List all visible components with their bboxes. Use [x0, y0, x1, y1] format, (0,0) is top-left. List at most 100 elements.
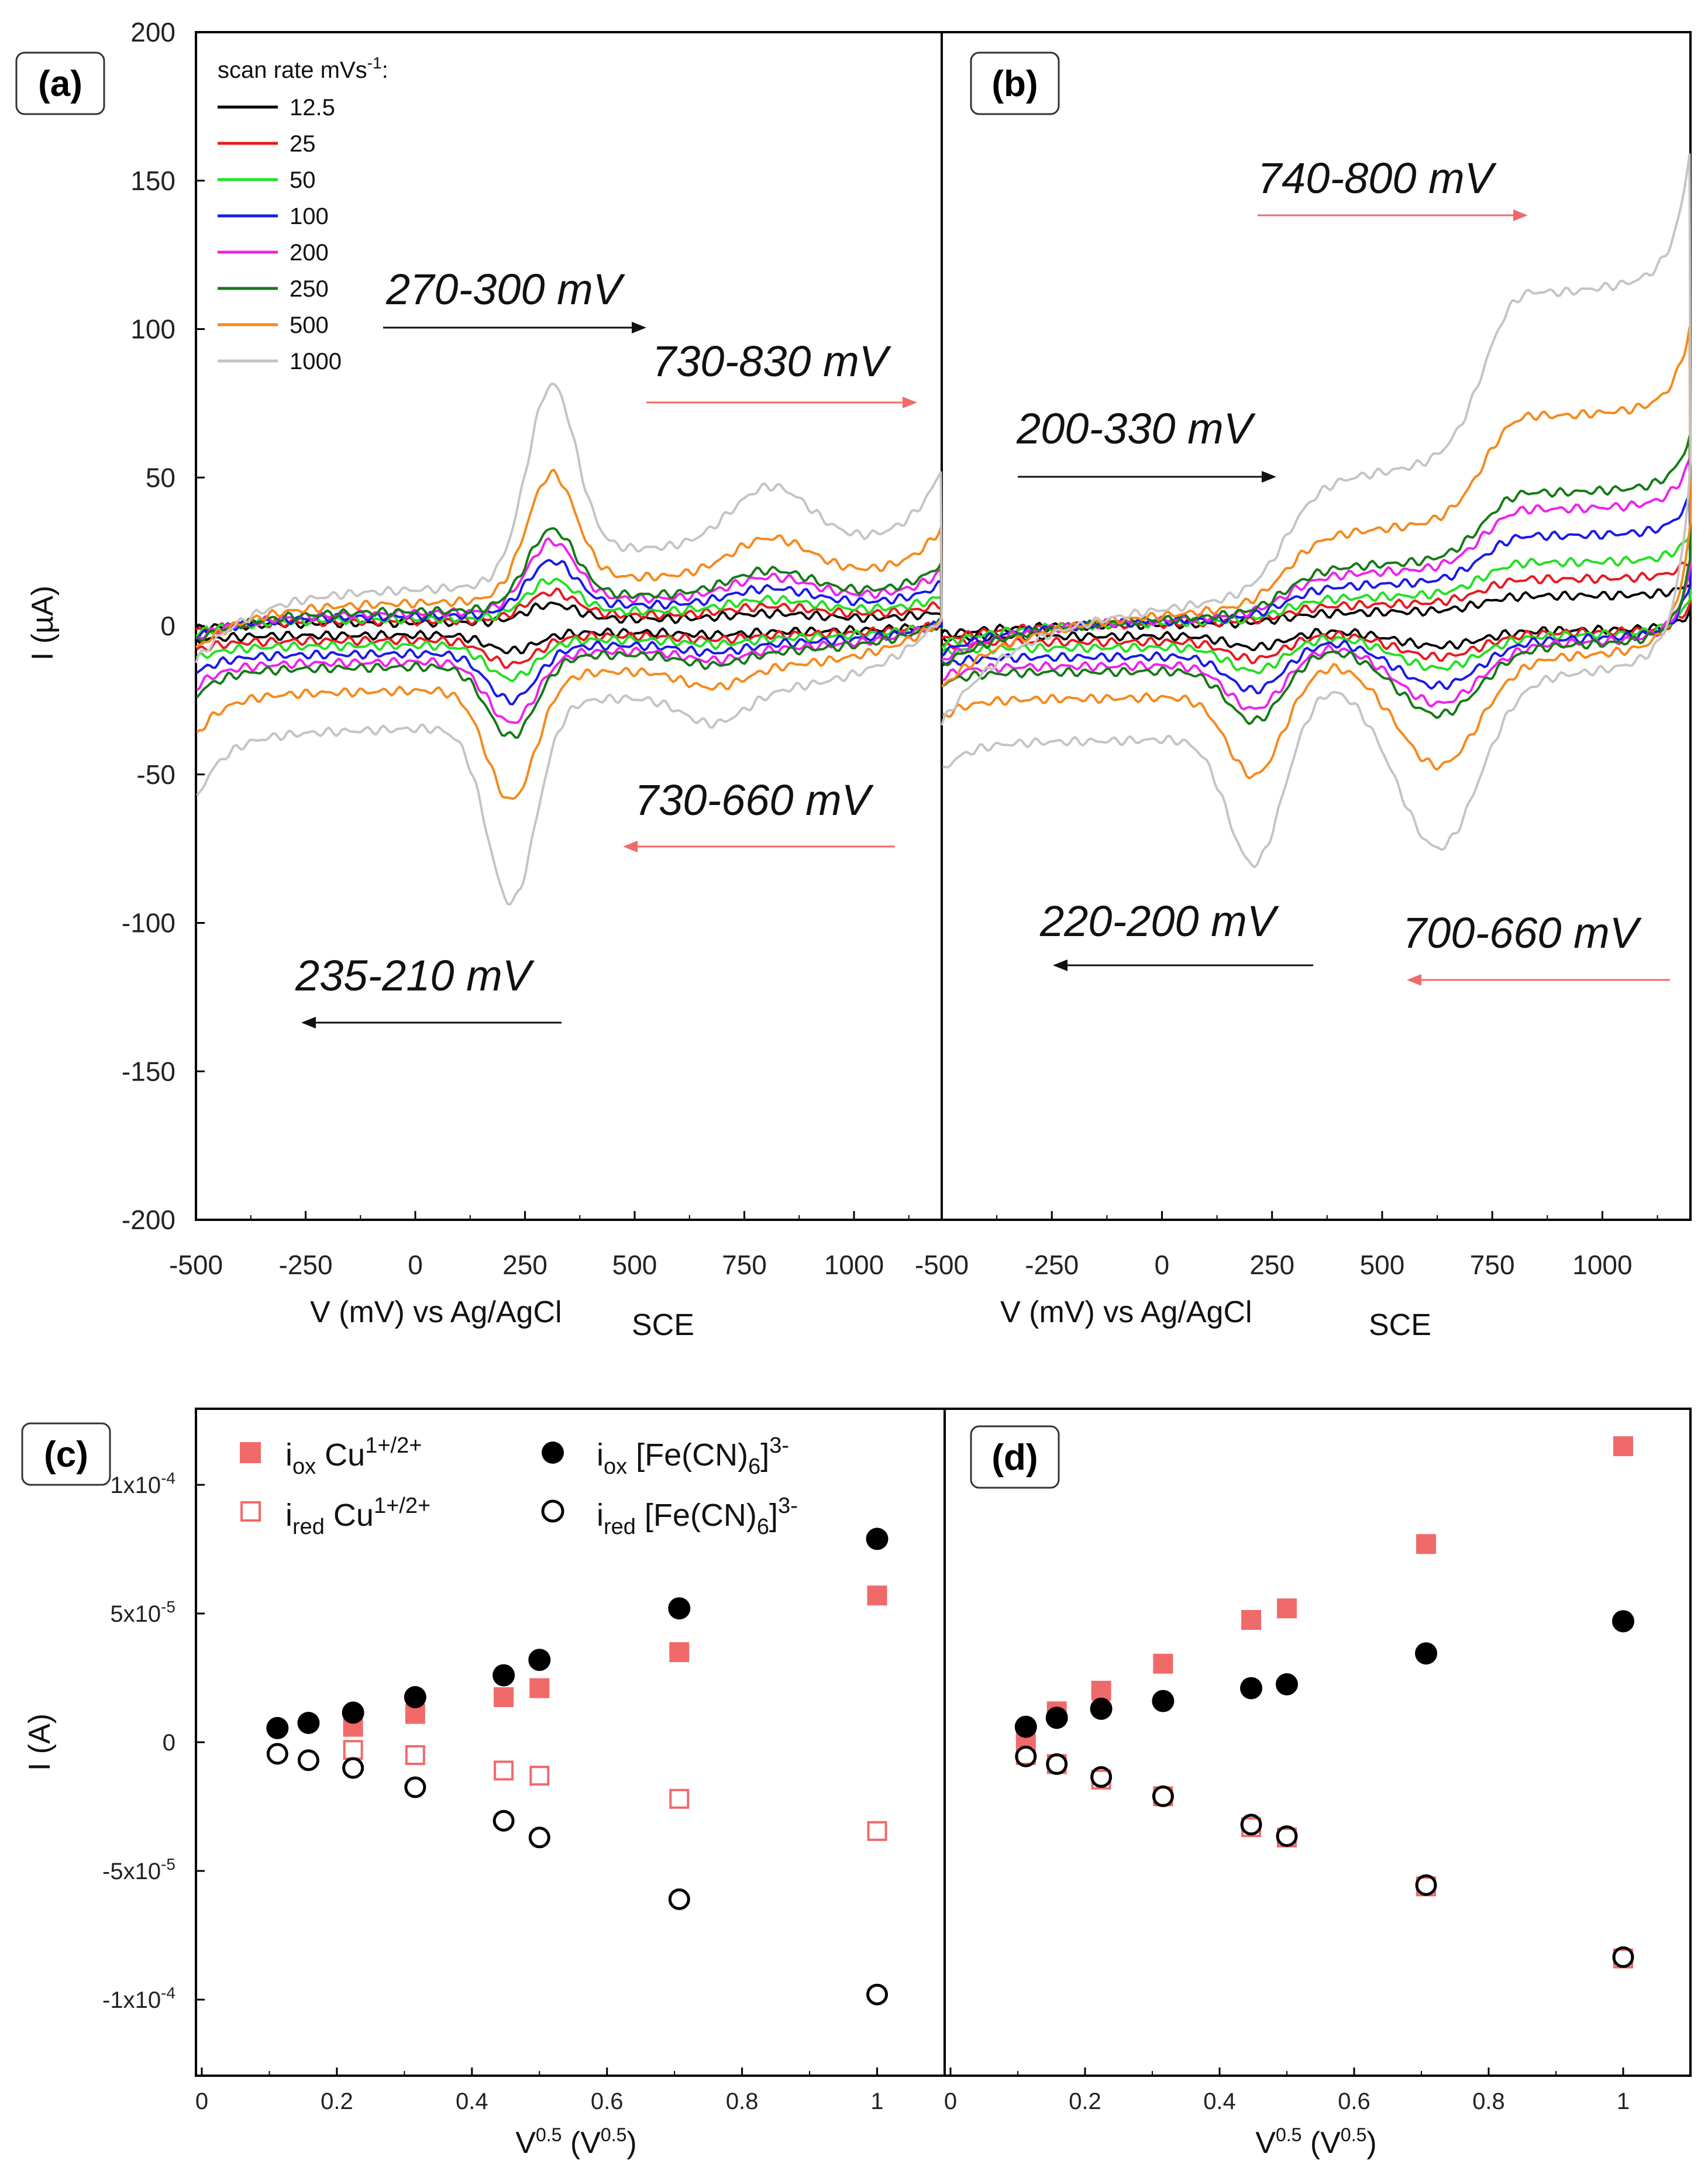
- bottom-y-tick-label: 0: [163, 1730, 175, 1756]
- point-d-iox-fe: [1415, 1642, 1438, 1665]
- point-c-iox-cu: [867, 1585, 887, 1606]
- top-y-tick-label: 0: [160, 611, 175, 641]
- annotation-a-3-arrowhead: [623, 841, 638, 852]
- panel-c-points: [266, 1528, 889, 2005]
- bottom-x-axis-label-c: V0.5 (V0.5): [515, 2124, 636, 2160]
- panel-b: -500 -250 0 250 500 750 1000: [915, 153, 1692, 1280]
- annotation-a-3-text: 730-660 mV: [635, 776, 874, 824]
- panel-b-curves: [941, 153, 1692, 868]
- scan-rate-legend: scan rate mVs-1: 12.5 25 50 100 200 250 500 100…: [218, 54, 388, 374]
- bottom-x-tick-label: 0: [195, 2089, 208, 2114]
- annotation-b-1-text: 740-800 mV: [1258, 154, 1497, 202]
- panel-a-x-ticks: -500 -250 0 250 500 750 1000: [169, 1211, 910, 1280]
- point-d-iox-fe: [1045, 1707, 1068, 1729]
- panel-d-x-ticks: 0 0.2 0.4 0.6 0.8 1: [944, 2068, 1630, 2114]
- cv-curve-b-1000: [941, 153, 1692, 868]
- point-d-iox-fe: [1240, 1677, 1263, 1700]
- panel-c-x-ticks: 0 0.2 0.4 0.6 0.8 1: [195, 2068, 884, 2114]
- bottom-x-tick-label: 0.4: [456, 2089, 488, 2114]
- legend-label-ired-fe: ired [Fe(CN)6]3-: [597, 1494, 798, 1539]
- top-x-tick-label: -500: [169, 1250, 223, 1280]
- point-c-ired-fe: [297, 1749, 319, 1771]
- panel-d-points: [1014, 1436, 1634, 1969]
- point-c-ired-fe: [404, 1776, 426, 1798]
- top-x-tick-label: 750: [1470, 1250, 1515, 1280]
- point-d-iox-fe: [1152, 1690, 1175, 1712]
- bottom-x-tick-label: 0.6: [591, 2089, 624, 2114]
- point-d-iox-cu: [1153, 1653, 1173, 1674]
- cv-curve-a-1000: [195, 383, 943, 906]
- top-y-axis-label: I (µA): [26, 586, 60, 661]
- point-c-iox-cu: [529, 1678, 550, 1698]
- point-c-iox-fe: [668, 1597, 691, 1620]
- point-c-iox-fe: [297, 1712, 320, 1734]
- top-x-tick-label: 0: [1155, 1250, 1170, 1280]
- point-d-ired-fe: [1046, 1753, 1068, 1775]
- point-c-ired-cu: [494, 1760, 514, 1781]
- top-y-tick-label: 200: [130, 17, 175, 47]
- point-d-iox-fe: [1612, 1610, 1634, 1633]
- top-y-tick-label: -200: [122, 1205, 175, 1235]
- panel-label-b-text: (b): [991, 64, 1038, 104]
- point-d-iox-cu: [1241, 1610, 1262, 1630]
- legend-label-iox-cu: iox Cu1+/2+: [285, 1433, 422, 1479]
- legend-label-250: 250: [290, 276, 329, 302]
- point-c-iox-fe: [404, 1686, 426, 1708]
- panel-label-d: (d): [970, 1425, 1060, 1489]
- legend-title: scan rate mVs-1:: [218, 54, 388, 83]
- annotation-b-4-arrowhead: [1407, 974, 1421, 986]
- annotation-a-4-text: 235-210 mV: [295, 951, 535, 1000]
- top-y-tick-label: 150: [130, 166, 175, 196]
- point-c-ired-cu: [867, 1821, 887, 1841]
- panel-a: -500 -250 0 250 500 750 1000: [169, 383, 943, 1280]
- point-c-iox-cu: [494, 1687, 514, 1707]
- top-x-tick-label: -250: [278, 1250, 332, 1280]
- point-d-ired-fe: [1612, 1946, 1634, 1968]
- point-c-ired-cu: [343, 1740, 363, 1760]
- panel-b-x-ticks: -500 -250 0 250 500 750 1000: [915, 1211, 1658, 1280]
- legend-marker-iox-cu: [240, 1442, 261, 1463]
- point-d-iox-cu: [1613, 1436, 1633, 1456]
- top-x-tick-label: -500: [915, 1250, 969, 1280]
- point-c-iox-fe: [866, 1528, 889, 1550]
- point-c-ired-fe: [668, 1888, 690, 1910]
- point-d-ired-fe: [1152, 1785, 1174, 1807]
- annotation-a-2-arrowhead: [903, 397, 917, 408]
- cv-curve-b-500: [941, 326, 1692, 780]
- top-y-tick-label: 100: [130, 314, 175, 345]
- panel-b-annotations: 740-800 mV 200-330 mV 220-200 mV 700-660…: [1016, 154, 1670, 986]
- bottom-x-tick-label: 0.2: [321, 2089, 353, 2114]
- point-c-iox-fe: [342, 1701, 364, 1724]
- panel-label-a-box: [15, 51, 105, 115]
- point-c-ired-cu: [529, 1766, 550, 1786]
- legend-label-50: 50: [290, 167, 316, 193]
- top-x-axis-label-extra-a: SCE: [632, 1308, 694, 1342]
- top-plot-frame: [195, 31, 1692, 1221]
- annotation-b-2-arrowhead: [1262, 471, 1276, 483]
- panel-label-c: (c): [21, 1422, 111, 1486]
- legend-marker-ired-fe: [541, 1499, 564, 1523]
- panel-a-annotations: 270-300 mV 730-830 mV 730-660 mV 235-210…: [295, 265, 917, 1028]
- point-d-iox-fe: [1276, 1673, 1298, 1695]
- top-x-tick-label: 500: [612, 1250, 657, 1280]
- top-x-tick-label: 1000: [824, 1250, 884, 1280]
- point-d-iox-fe: [1090, 1697, 1113, 1720]
- annotation-a-1-arrowhead: [632, 322, 646, 333]
- bottom-x-axis-label-d: V0.5 (V0.5): [1255, 2124, 1376, 2160]
- top-x-axis-label-extra-b: SCE: [1369, 1308, 1431, 1342]
- legend-label-25: 25: [290, 131, 316, 157]
- panel-label-d-text: (d): [991, 1437, 1038, 1478]
- bottom-x-tick-label: 1: [1617, 2089, 1630, 2114]
- panel-label-b-box: [970, 51, 1060, 115]
- point-c-ired-fe: [493, 1810, 515, 1832]
- panel-label-d-box: [970, 1425, 1060, 1489]
- legend-label-500: 500: [290, 312, 329, 338]
- species-legend: iox Cu1+/2+ ired Cu1+/2+ iox [Fe(CN)6]3-…: [240, 1433, 798, 1539]
- annotation-b-4-text: 700-660 mV: [1403, 909, 1642, 957]
- bottom-x-tick-label: 0.8: [1472, 2089, 1505, 2114]
- top-x-tick-label: 0: [408, 1250, 423, 1280]
- bottom-y-tick-label: -1x10-4: [102, 1984, 175, 2013]
- bottom-x-tick-label: 0: [944, 2089, 957, 2114]
- legend-label-200: 200: [290, 240, 329, 266]
